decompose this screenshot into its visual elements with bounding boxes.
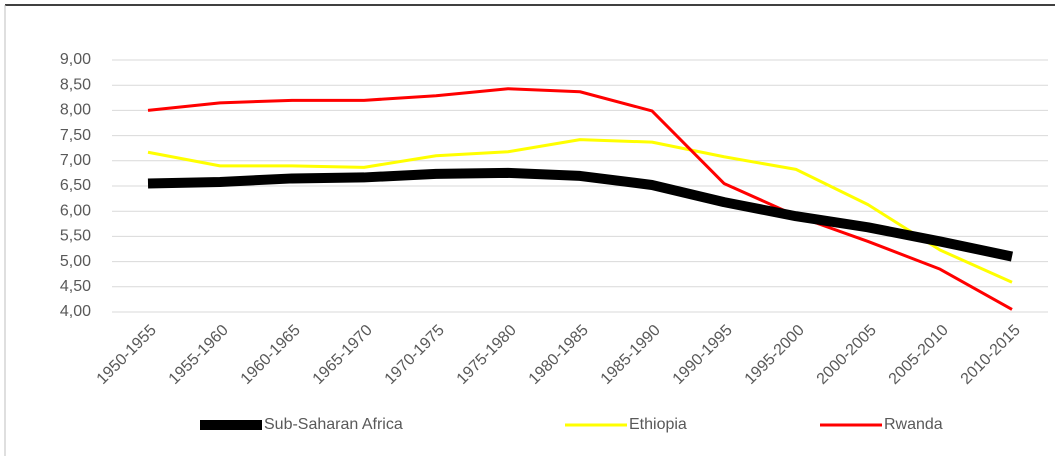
x-tick-label: 1975-1980 <box>454 322 520 388</box>
series-line <box>147 167 1014 262</box>
legend-label: Rwanda <box>884 416 943 433</box>
x-tick-label: 1955-1960 <box>166 322 232 388</box>
x-tick-label: 1990-1995 <box>670 322 736 388</box>
series-line <box>147 138 1013 284</box>
x-tick-label: 1985-1990 <box>598 322 664 388</box>
x-tick-label: 1970-1975 <box>382 322 448 388</box>
x-tick-label: 2010-2015 <box>958 322 1024 388</box>
y-tick-label: 9,00 <box>60 51 91 68</box>
y-tick-label: 7,00 <box>60 152 91 169</box>
x-tick-label: 2000-2005 <box>814 322 880 388</box>
x-tick-label: 1950-1955 <box>94 322 160 388</box>
legend-label: Ethiopia <box>629 416 687 433</box>
legend-label: Sub-Saharan Africa <box>264 416 403 433</box>
y-tick-label: 7,50 <box>60 127 91 144</box>
x-tick-label: 2005-2010 <box>886 322 952 388</box>
x-tick-label: 1980-1985 <box>526 322 592 388</box>
y-tick-label: 5,50 <box>60 228 91 245</box>
y-tick-label: 5,00 <box>60 253 91 270</box>
series-line <box>147 87 1013 311</box>
y-tick-label: 8,50 <box>60 76 91 93</box>
x-tick-label: 1995-2000 <box>742 322 808 388</box>
x-tick-label: 1965-1970 <box>310 322 376 388</box>
y-tick-label: 6,00 <box>60 202 91 219</box>
x-tick-label: 1960-1965 <box>238 322 304 388</box>
y-tick-label: 4,00 <box>60 303 91 320</box>
y-tick-label: 8,00 <box>60 102 91 119</box>
y-tick-label: 4,50 <box>60 278 91 295</box>
y-tick-label: 6,50 <box>60 177 91 194</box>
